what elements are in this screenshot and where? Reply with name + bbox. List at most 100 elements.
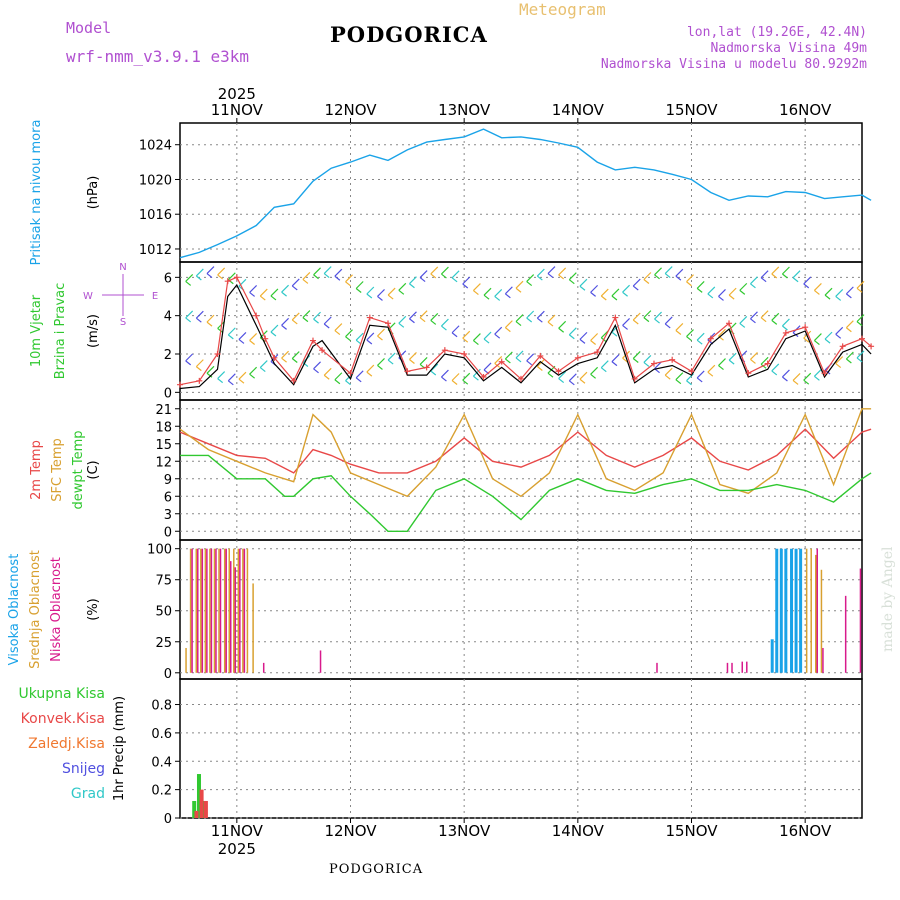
wind-barb xyxy=(451,332,458,338)
wind-barb xyxy=(419,356,428,365)
wind-barb xyxy=(547,314,556,323)
wind-barb xyxy=(409,283,415,289)
wind-barb xyxy=(430,273,437,279)
wind-barb xyxy=(803,337,810,343)
wind-barb xyxy=(238,331,247,340)
y-tick-label: 9 xyxy=(164,473,172,488)
wind-barb xyxy=(675,323,684,331)
x-day-label-top: 11NOV xyxy=(211,101,264,119)
wind-barb xyxy=(845,351,854,360)
wind-barb xyxy=(281,284,290,293)
wind-barb xyxy=(760,270,769,279)
meteogram-label: Meteogram xyxy=(519,0,606,19)
wind-barb xyxy=(792,277,799,283)
precip-legend-label: Snijeg xyxy=(62,761,105,777)
gust-marker xyxy=(177,381,183,388)
wind-barb xyxy=(206,372,213,378)
wind-barb xyxy=(739,350,748,359)
wind-barb xyxy=(590,333,599,341)
gust-marker xyxy=(253,312,260,319)
gust-marker xyxy=(423,364,430,371)
wind-barb xyxy=(632,319,639,325)
wind-barb xyxy=(217,371,226,380)
x-day-label-bottom: 16NOV xyxy=(779,822,832,840)
wind-barb xyxy=(771,363,780,372)
wind-barb xyxy=(845,327,852,333)
gust-marker xyxy=(518,375,524,382)
wind-barb xyxy=(813,283,822,291)
series-line xyxy=(179,428,872,474)
wind-barb xyxy=(334,323,343,332)
compass-w: W xyxy=(83,291,93,302)
wind-barb xyxy=(217,327,224,333)
wind-barb xyxy=(462,379,469,385)
y-tick-label: 0 xyxy=(164,386,172,401)
y-tick-label: 0.4 xyxy=(151,755,172,770)
wind-barb xyxy=(803,276,812,285)
wind-barb xyxy=(718,358,726,366)
wind-barb xyxy=(504,327,511,333)
wind-barb xyxy=(366,293,373,299)
wind-barb xyxy=(185,310,194,319)
wind-barb xyxy=(366,371,373,377)
wind-barb xyxy=(536,268,545,277)
wind-barb xyxy=(814,340,820,346)
wind-barb xyxy=(206,321,213,327)
wind-barb xyxy=(654,318,660,324)
wind-barb xyxy=(302,278,309,284)
wind-barb xyxy=(760,356,769,365)
wind-barb xyxy=(398,289,405,295)
gust-marker xyxy=(782,329,789,336)
y-tick-label: 1016 xyxy=(139,208,172,223)
wind-barb xyxy=(856,350,865,359)
wind-barb xyxy=(611,331,618,337)
precip-bar xyxy=(192,800,197,818)
gust-marker xyxy=(461,351,468,357)
wind-barb xyxy=(483,287,492,296)
y-tick-label: 21 xyxy=(155,403,172,418)
wind-barb xyxy=(664,273,671,279)
wind-barb xyxy=(845,286,854,295)
gust-marker xyxy=(441,347,448,354)
precip-legend-label: Konvek.Kisa xyxy=(21,711,105,727)
wind-barb xyxy=(313,267,321,276)
lonlat-info: lon,lat (19.26E, 42.4N) xyxy=(686,25,867,40)
wind-barb xyxy=(675,372,684,381)
y-tick-label: 0.8 xyxy=(151,699,172,714)
wind-barb xyxy=(504,320,513,329)
gust-marker xyxy=(214,351,221,357)
side-label: Visoka Oblacnost xyxy=(7,554,22,666)
wind-barb-band xyxy=(185,310,865,346)
series-line xyxy=(179,128,872,259)
wind-barb xyxy=(419,270,428,279)
wind-barb xyxy=(473,290,479,296)
wind-barb xyxy=(259,288,268,297)
x-day-label-bottom: 15NOV xyxy=(665,822,718,840)
gust-marker xyxy=(594,349,601,356)
wind-barb xyxy=(782,369,790,378)
precip-bar xyxy=(201,800,206,818)
wind-barb xyxy=(195,366,202,372)
wind-barb xyxy=(579,278,588,287)
wind-barb xyxy=(430,319,437,325)
wind-barb xyxy=(462,337,469,343)
wind-barb xyxy=(568,279,575,285)
wind-barb xyxy=(355,288,362,293)
precip-legend-label: Grad xyxy=(71,786,105,802)
wind-barb xyxy=(686,329,694,338)
unit-label-clouds: (%) xyxy=(86,598,101,621)
wind-barb xyxy=(238,371,247,380)
y-tick-label: 6 xyxy=(164,490,172,505)
wind-barb xyxy=(845,358,852,364)
wind-barb xyxy=(355,281,364,289)
y-tick-label: 4 xyxy=(164,310,172,325)
wind-barb xyxy=(494,295,501,301)
y-tick-label: 18 xyxy=(155,420,172,435)
wind-barb xyxy=(536,310,545,319)
wind-barb xyxy=(728,322,737,331)
wind-barb xyxy=(813,368,822,377)
wind-barb xyxy=(632,278,641,287)
wind-barb xyxy=(824,287,833,296)
side-label: Niska Oblacnost xyxy=(49,557,64,662)
wind-barb xyxy=(249,373,255,379)
